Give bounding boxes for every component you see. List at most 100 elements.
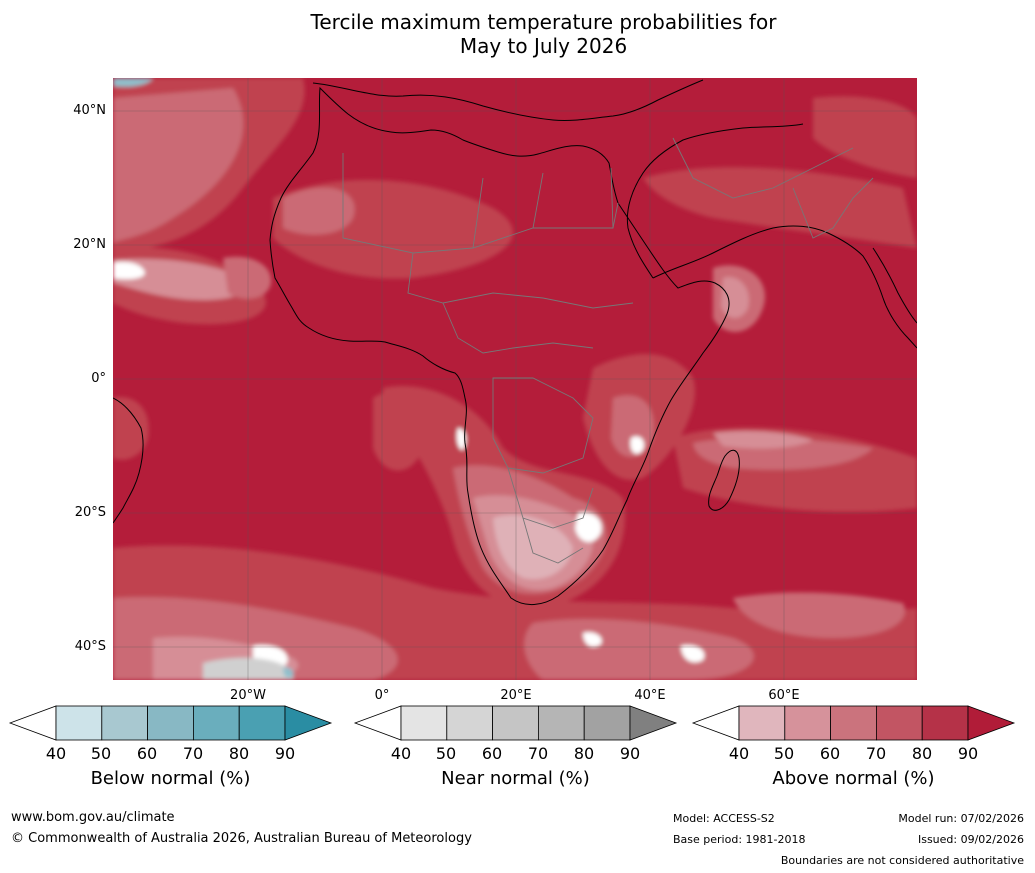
band-central-asia	[813, 96, 917, 178]
colorbar-segment-50-60	[446, 705, 494, 741]
probability-map	[113, 78, 917, 680]
tick-40: 40	[728, 744, 750, 763]
border-southern-africa	[507, 467, 594, 529]
legend-near-normal: 40 50 60 70 80 90 Near normal (%)	[353, 705, 678, 789]
tick-80: 80	[573, 744, 595, 763]
footer-issued: Issued: 09/02/2026	[917, 833, 1024, 846]
border-sahara-vertical	[472, 167, 614, 249]
legend-ticks-near: 40 50 60 70 80 90	[355, 744, 676, 764]
tick-90: 90	[619, 744, 641, 763]
footer-copyright: © Commonwealth of Australia 2026, Austra…	[11, 831, 472, 846]
lon-label-0: 0°	[374, 688, 390, 703]
colorbar-segment-50-60	[101, 705, 149, 741]
country-borders	[342, 137, 874, 564]
tick-90: 90	[957, 744, 979, 763]
border-south-africa	[522, 517, 584, 564]
band-blue-north	[113, 78, 153, 87]
legend-caption-below: Below normal (%)	[90, 768, 251, 789]
coastlines	[113, 79, 917, 605]
africa-coastline	[269, 86, 730, 605]
legend-above-normal: 40 50 60 70 80 90 Above normal (%)	[691, 705, 1016, 789]
band-blue-south	[283, 667, 294, 678]
band-southern-ocean-mid	[524, 618, 754, 680]
colorbar-extend-high	[967, 705, 1016, 741]
arabia-coastline	[626, 123, 917, 349]
tick-50: 50	[773, 744, 795, 763]
south-america-coastline	[113, 397, 144, 524]
colorbar-segment-80-90	[238, 705, 286, 741]
india-coastline	[872, 247, 917, 324]
tick-80: 80	[228, 744, 250, 763]
map-canvas	[113, 78, 917, 680]
legend-caption-near: Near normal (%)	[441, 768, 590, 789]
lat-label-20n: 20°N	[73, 237, 106, 252]
colorbar-segment-80-90	[583, 705, 631, 741]
band-north-atlantic-inner	[113, 88, 244, 243]
footer-model-run: Model run: 07/02/2026	[898, 812, 1024, 825]
tick-40: 40	[390, 744, 412, 763]
legend-caption-above: Above normal (%)	[772, 768, 935, 789]
border-gulf	[792, 177, 874, 239]
footer-base-period: Base period: 1981-2018	[673, 833, 806, 846]
tick-40: 40	[45, 744, 67, 763]
colorbar-segment-40-50	[55, 705, 103, 741]
colorbar-below-normal	[8, 705, 333, 741]
band-cape-verde	[113, 258, 249, 300]
band-east-africa-white	[630, 436, 645, 454]
legend-ticks-below: 40 50 60 70 80 90	[10, 744, 331, 764]
tick-60: 60	[481, 744, 503, 763]
colorbar-extend-high	[284, 705, 333, 741]
band-senegal	[223, 256, 272, 299]
footer-model: Model: ACCESS-S2	[673, 812, 775, 825]
footer-website: www.bom.gov.au/climate	[11, 810, 175, 825]
colorbar-extend-low	[691, 705, 740, 741]
band-south-white-3	[681, 645, 705, 663]
colorbar-segment-40-50	[400, 705, 448, 741]
band-mozambique-white	[575, 512, 602, 543]
colorbar-segment-60-70	[492, 705, 539, 741]
tick-70: 70	[527, 744, 549, 763]
lon-label-60e: 60°E	[768, 688, 800, 703]
tick-80: 80	[911, 744, 933, 763]
legend-below-normal: 40 50 60 70 80 90 Below normal (%)	[8, 705, 333, 789]
tick-60: 60	[819, 744, 841, 763]
lon-label-20e: 20°E	[500, 688, 532, 703]
tick-90: 90	[274, 744, 296, 763]
colorbar-extend-low	[8, 705, 57, 741]
colorbar-segment-70-80	[192, 705, 240, 741]
graticule	[113, 78, 917, 680]
band-angola-coast	[373, 391, 425, 471]
tick-70: 70	[182, 744, 204, 763]
title-line-1: Tercile maximum temperature probabilitie…	[310, 10, 777, 34]
band-horn	[721, 277, 749, 318]
lat-label-40n: 40°N	[73, 103, 106, 118]
band-angola-white	[456, 428, 466, 450]
mediterranean-coastline	[312, 79, 704, 121]
tick-60: 60	[136, 744, 158, 763]
colorbar-near-normal	[353, 705, 678, 741]
legend-ticks-above: 40 50 60 70 80 90	[693, 744, 1014, 764]
border-middle-east	[672, 137, 854, 199]
band-southern-ocean-east	[733, 592, 905, 638]
colorbar-extend-high	[629, 705, 678, 741]
colorbar-segment-60-70	[830, 705, 877, 741]
band-south-america-coast	[113, 397, 149, 460]
lon-label-40e: 40°E	[634, 688, 666, 703]
map-title: Tercile maximum temperature probabilitie…	[0, 10, 1035, 58]
lat-label-40s: 40°S	[74, 639, 106, 654]
colorbar-segment-70-80	[875, 705, 923, 741]
border-sahel	[407, 252, 634, 309]
lon-label-20w: 20°W	[230, 688, 266, 703]
colorbar-segment-80-90	[921, 705, 969, 741]
colorbar-segment-50-60	[784, 705, 832, 741]
madagascar-coastline	[708, 449, 740, 511]
colorbar-segment-40-50	[738, 705, 786, 741]
title-line-2: May to July 2026	[459, 34, 628, 58]
lat-label-20s: 20°S	[74, 505, 106, 520]
colorbar-extend-low	[353, 705, 402, 741]
band-indian-ocean-light	[713, 430, 813, 449]
tick-70: 70	[865, 744, 887, 763]
colorbar-segment-70-80	[537, 705, 585, 741]
colorbar-segment-60-70	[147, 705, 194, 741]
border-congo	[492, 377, 594, 474]
